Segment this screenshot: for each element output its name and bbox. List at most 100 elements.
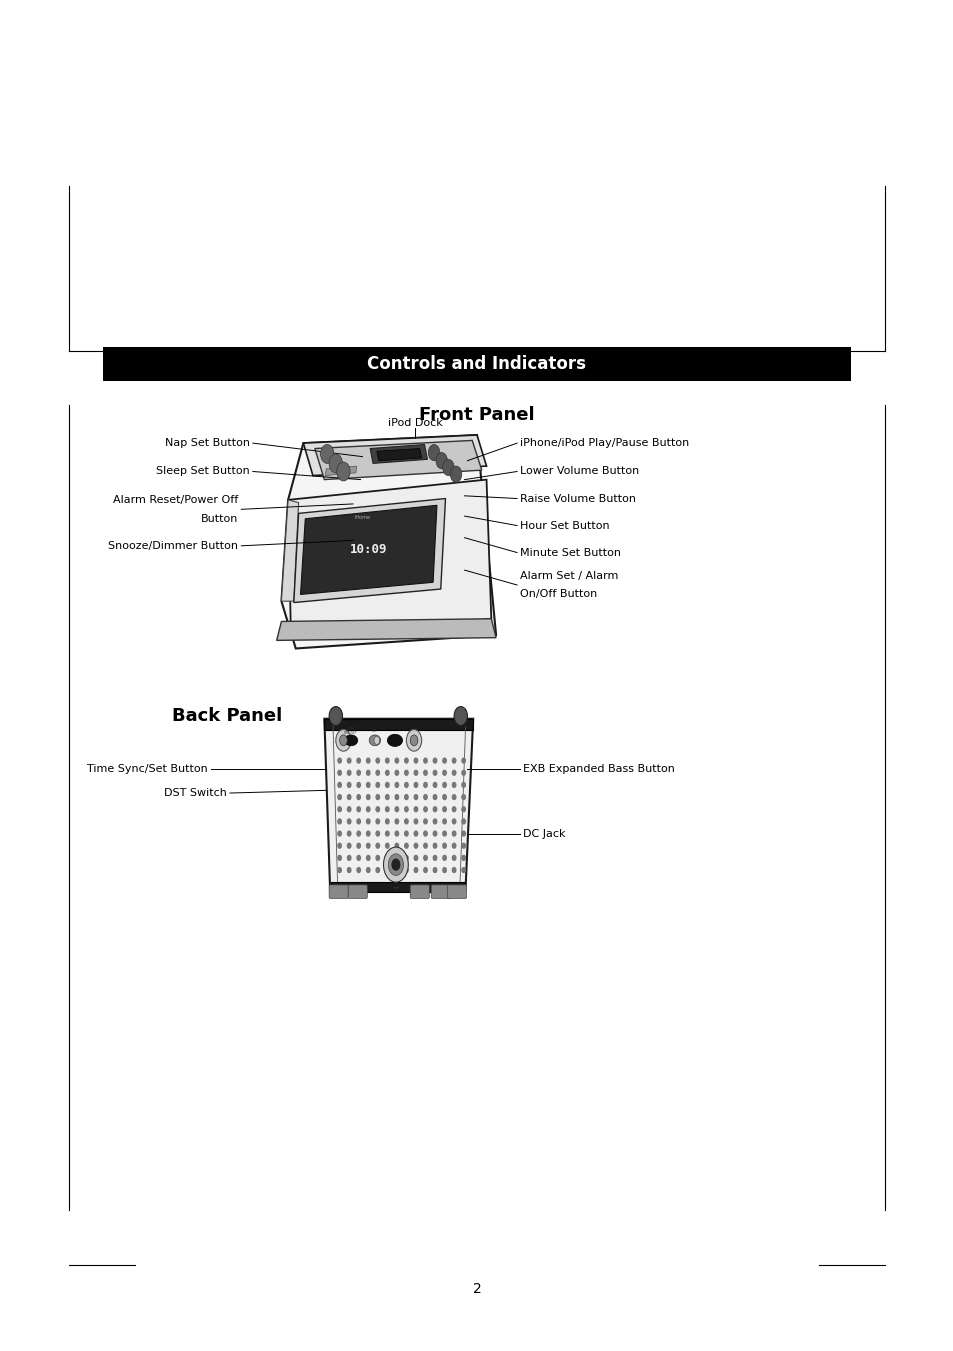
Circle shape <box>337 819 341 824</box>
Circle shape <box>375 807 379 812</box>
Circle shape <box>366 794 370 800</box>
Circle shape <box>442 758 446 763</box>
Circle shape <box>423 831 427 836</box>
Circle shape <box>442 770 446 775</box>
Circle shape <box>356 831 360 836</box>
Circle shape <box>375 758 379 763</box>
Circle shape <box>356 770 360 775</box>
Text: Alarm Reset/Power Off: Alarm Reset/Power Off <box>113 494 238 505</box>
Circle shape <box>347 770 351 775</box>
Circle shape <box>414 758 417 763</box>
FancyBboxPatch shape <box>410 885 429 898</box>
Circle shape <box>442 782 446 788</box>
Text: Front Panel: Front Panel <box>418 405 535 424</box>
Ellipse shape <box>387 734 402 746</box>
Text: Minute Set Button: Minute Set Button <box>519 547 620 558</box>
Circle shape <box>454 707 467 725</box>
Circle shape <box>461 855 465 861</box>
Polygon shape <box>294 499 445 603</box>
Circle shape <box>433 794 436 800</box>
Circle shape <box>436 453 447 469</box>
Circle shape <box>433 819 436 824</box>
Circle shape <box>442 831 446 836</box>
Text: Button: Button <box>201 513 238 524</box>
Circle shape <box>366 807 370 812</box>
Circle shape <box>366 770 370 775</box>
Circle shape <box>366 782 370 788</box>
Circle shape <box>366 819 370 824</box>
Circle shape <box>433 782 436 788</box>
Polygon shape <box>276 619 496 640</box>
FancyBboxPatch shape <box>447 885 466 898</box>
Polygon shape <box>281 500 298 601</box>
Ellipse shape <box>369 735 380 746</box>
Circle shape <box>452 758 456 763</box>
Circle shape <box>410 735 417 746</box>
Circle shape <box>375 867 379 873</box>
Circle shape <box>395 867 398 873</box>
Circle shape <box>395 807 398 812</box>
Polygon shape <box>324 719 473 730</box>
Text: Controls and Indicators: Controls and Indicators <box>367 355 586 373</box>
Circle shape <box>461 770 465 775</box>
Circle shape <box>385 807 389 812</box>
Circle shape <box>404 855 408 861</box>
Circle shape <box>395 758 398 763</box>
Ellipse shape <box>374 736 379 744</box>
Circle shape <box>375 794 379 800</box>
Circle shape <box>452 831 456 836</box>
Polygon shape <box>303 435 486 476</box>
Circle shape <box>452 807 456 812</box>
Circle shape <box>337 867 341 873</box>
Circle shape <box>385 782 389 788</box>
Circle shape <box>356 782 360 788</box>
Circle shape <box>388 854 403 875</box>
Circle shape <box>461 758 465 763</box>
Circle shape <box>423 758 427 763</box>
Text: Time Sync/Set Button: Time Sync/Set Button <box>87 763 208 774</box>
Circle shape <box>375 855 379 861</box>
Circle shape <box>385 831 389 836</box>
Circle shape <box>356 867 360 873</box>
Polygon shape <box>324 719 473 889</box>
Circle shape <box>383 847 408 882</box>
Text: DST Switch: DST Switch <box>164 788 227 798</box>
Circle shape <box>337 782 341 788</box>
Circle shape <box>356 807 360 812</box>
Circle shape <box>329 454 342 473</box>
Circle shape <box>366 855 370 861</box>
Circle shape <box>366 867 370 873</box>
Circle shape <box>423 794 427 800</box>
Circle shape <box>433 867 436 873</box>
Polygon shape <box>331 882 464 892</box>
Circle shape <box>452 782 456 788</box>
Circle shape <box>395 794 398 800</box>
Circle shape <box>366 831 370 836</box>
Ellipse shape <box>344 735 357 746</box>
Text: TIME
SYNC/SET: TIME SYNC/SET <box>344 727 357 735</box>
FancyBboxPatch shape <box>348 885 367 898</box>
Text: On/Off Button: On/Off Button <box>519 589 597 600</box>
Circle shape <box>337 770 341 775</box>
Text: +-+: +-+ <box>392 886 399 889</box>
Text: EXB Expanded Bass Button: EXB Expanded Bass Button <box>522 763 674 774</box>
Text: Hour Set Button: Hour Set Button <box>519 520 609 531</box>
Circle shape <box>385 867 389 873</box>
Circle shape <box>395 855 398 861</box>
Polygon shape <box>314 440 481 480</box>
Circle shape <box>452 794 456 800</box>
Circle shape <box>356 855 360 861</box>
Circle shape <box>423 807 427 812</box>
Circle shape <box>385 855 389 861</box>
Circle shape <box>461 794 465 800</box>
Circle shape <box>442 459 454 476</box>
Circle shape <box>404 843 408 848</box>
Circle shape <box>385 843 389 848</box>
Circle shape <box>337 807 341 812</box>
Circle shape <box>385 758 389 763</box>
FancyBboxPatch shape <box>329 885 348 898</box>
Circle shape <box>450 466 461 482</box>
Circle shape <box>452 867 456 873</box>
Circle shape <box>433 770 436 775</box>
Polygon shape <box>325 466 356 476</box>
